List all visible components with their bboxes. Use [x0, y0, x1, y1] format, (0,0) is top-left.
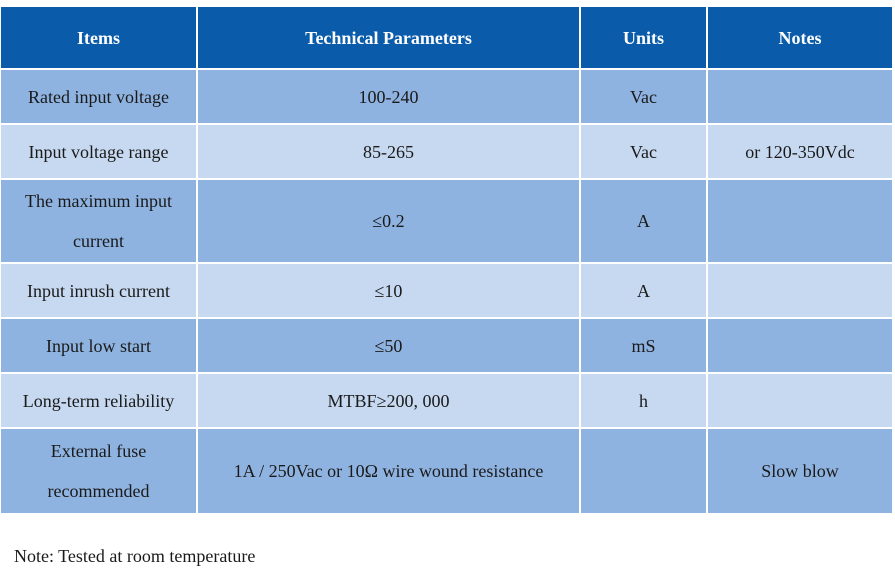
cell-note: Slow blow	[708, 429, 892, 513]
cell-item: The maximum input current	[1, 180, 198, 264]
cell-item: Input low start	[1, 319, 198, 374]
table-row: Long-term reliability MTBF≥200, 000 h	[1, 374, 892, 429]
cell-parameter: ≤0.2	[198, 180, 581, 264]
cell-item: Input voltage range	[1, 125, 198, 180]
cell-parameter: ≤50	[198, 319, 581, 374]
cell-unit: h	[581, 374, 708, 429]
cell-unit: A	[581, 180, 708, 264]
footnote: Note: Tested at room temperature	[14, 546, 256, 566]
cell-parameter: 85-265	[198, 125, 581, 180]
cell-note	[708, 264, 892, 319]
cell-note	[708, 70, 892, 125]
cell-parameter: ≤10	[198, 264, 581, 319]
cell-parameter: MTBF≥200, 000	[198, 374, 581, 429]
cell-item: Rated input voltage	[1, 70, 198, 125]
cell-parameter: 1A / 250Vac or 10Ω wire wound resistance	[198, 429, 581, 513]
cell-item: External fuse recommended	[1, 429, 198, 513]
cell-unit	[581, 429, 708, 513]
cell-note	[708, 319, 892, 374]
table-row: External fuse recommended 1A / 250Vac or…	[1, 429, 892, 513]
cell-item: Long-term reliability	[1, 374, 198, 429]
cell-unit: A	[581, 264, 708, 319]
cell-note: or 120-350Vdc	[708, 125, 892, 180]
header-technical-parameters: Technical Parameters	[198, 7, 581, 70]
cell-note	[708, 180, 892, 264]
cell-parameter: 100-240	[198, 70, 581, 125]
header-notes: Notes	[708, 7, 892, 70]
table-row: The maximum input current ≤0.2 A	[1, 180, 892, 264]
header-items: Items	[1, 7, 198, 70]
table-row: Rated input voltage 100-240 Vac	[1, 70, 892, 125]
cell-note	[708, 374, 892, 429]
cell-unit: mS	[581, 319, 708, 374]
table-row: Input low start ≤50 mS	[1, 319, 892, 374]
cell-item: Input inrush current	[1, 264, 198, 319]
cell-unit: Vac	[581, 70, 708, 125]
spec-table: Items Technical Parameters Units Notes R…	[1, 7, 892, 513]
cell-unit: Vac	[581, 125, 708, 180]
table-row: Input inrush current ≤10 A	[1, 264, 892, 319]
header-row: Items Technical Parameters Units Notes	[1, 7, 892, 70]
table-row: Input voltage range 85-265 Vac or 120-35…	[1, 125, 892, 180]
header-units: Units	[581, 7, 708, 70]
